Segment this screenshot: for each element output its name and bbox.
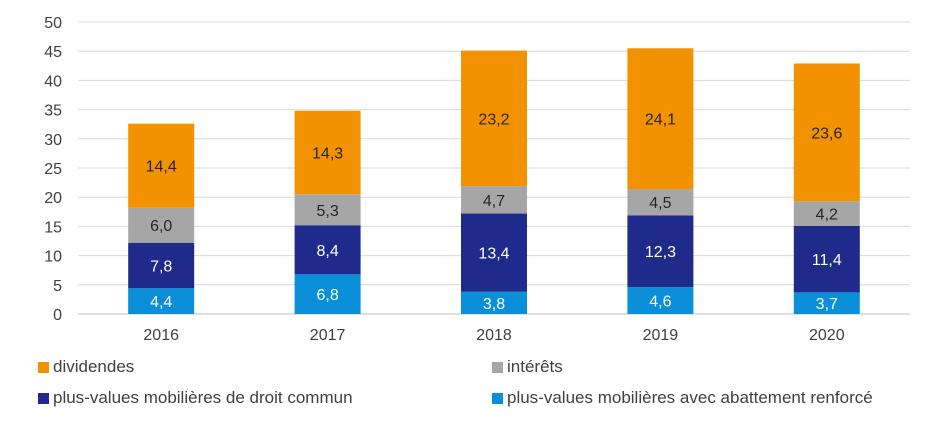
bar-segment — [294, 225, 361, 275]
bar-segment — [461, 50, 527, 187]
legend-swatch-interets — [492, 361, 503, 373]
data-label: 4,2 — [816, 207, 838, 224]
bar-segment — [294, 274, 361, 314]
bar-segment — [461, 213, 527, 292]
data-label: 8,4 — [316, 243, 338, 260]
bar-segment — [793, 292, 860, 314]
data-label: 7,8 — [150, 259, 172, 276]
y-tick-label: 15 — [44, 219, 62, 236]
data-label: 14,4 — [146, 159, 177, 176]
x-tick-label: 2016 — [143, 327, 179, 344]
bar-segment — [294, 110, 361, 195]
bar-segment — [627, 215, 694, 288]
x-tick-label: 2018 — [476, 327, 512, 344]
bar-segment — [793, 225, 860, 293]
bar-segment — [294, 194, 361, 226]
legend-label-dividendes: dividendes — [53, 357, 135, 376]
y-tick-label: 30 — [44, 132, 62, 149]
data-label: 6,0 — [150, 218, 172, 235]
bar-segment — [128, 207, 195, 243]
legend-label-pv-abattement: plus-values mobilières avec abattement r… — [507, 388, 873, 407]
data-label: 3,8 — [483, 296, 505, 313]
bar-segment — [128, 288, 195, 314]
legend-item-pv-abattement: plus-values mobilières avec abattement r… — [492, 388, 873, 408]
data-label: 4,7 — [483, 193, 505, 210]
bar-segment — [128, 242, 195, 289]
data-label: 4,4 — [150, 294, 172, 311]
stacked-bar-chart: 0 5 10 15 20 25 30 35 40 45 50 4,4 7,8 6,0 14,4 2016 6,8… — [44, 15, 910, 344]
legend-swatch-pv-abattement — [492, 392, 503, 404]
legend-label-pv-droit-commun: plus-values mobilières de droit commun — [53, 388, 353, 407]
bar-segment — [793, 201, 860, 226]
bar-segment — [627, 189, 694, 216]
y-tick-label: 50 — [44, 15, 62, 32]
bar-segment — [627, 48, 694, 190]
legend-swatch-dividendes — [38, 361, 49, 373]
y-tick-label: 40 — [44, 73, 62, 90]
data-label: 23,6 — [811, 125, 842, 142]
legend-item-pv-droit-commun: plus-values mobilières de droit commun — [38, 388, 353, 408]
data-label: 4,5 — [649, 195, 671, 212]
data-label: 6,8 — [316, 287, 338, 304]
bar-segment — [793, 63, 860, 202]
data-label: 23,2 — [478, 111, 509, 128]
data-label: 4,6 — [649, 294, 671, 311]
data-label: 11,4 — [812, 252, 842, 269]
bar-segment — [128, 123, 195, 208]
data-label: 12,3 — [645, 244, 676, 261]
y-tick-label: 35 — [44, 103, 62, 120]
data-label: 3,7 — [816, 296, 838, 313]
legend-item-dividendes: dividendes — [38, 357, 134, 377]
x-tick-label: 2020 — [809, 327, 845, 344]
bar-segment — [461, 186, 527, 214]
x-tick-label: 2019 — [643, 327, 679, 344]
data-label: 5,3 — [316, 203, 338, 220]
y-tick-label: 10 — [44, 249, 62, 266]
x-tick-label: 2017 — [310, 327, 346, 344]
bar-segment — [461, 291, 527, 314]
y-tick-label: 20 — [44, 190, 62, 207]
data-label: 24,1 — [645, 112, 676, 129]
legend-swatch-pv-droit-commun — [38, 392, 49, 404]
y-tick-label: 45 — [44, 44, 62, 61]
data-label: 14,3 — [312, 146, 343, 163]
legend-item-interets: intérêts — [492, 357, 563, 377]
legend-label-interets: intérêts — [507, 357, 563, 376]
data-label: 13,4 — [478, 246, 509, 263]
y-tick-label: 0 — [53, 307, 62, 324]
bar-segment — [627, 287, 694, 314]
y-tick-label: 25 — [44, 161, 62, 178]
y-tick-label: 5 — [53, 278, 62, 295]
legend: dividendes intérêts plus-values mobilièr… — [0, 350, 945, 430]
